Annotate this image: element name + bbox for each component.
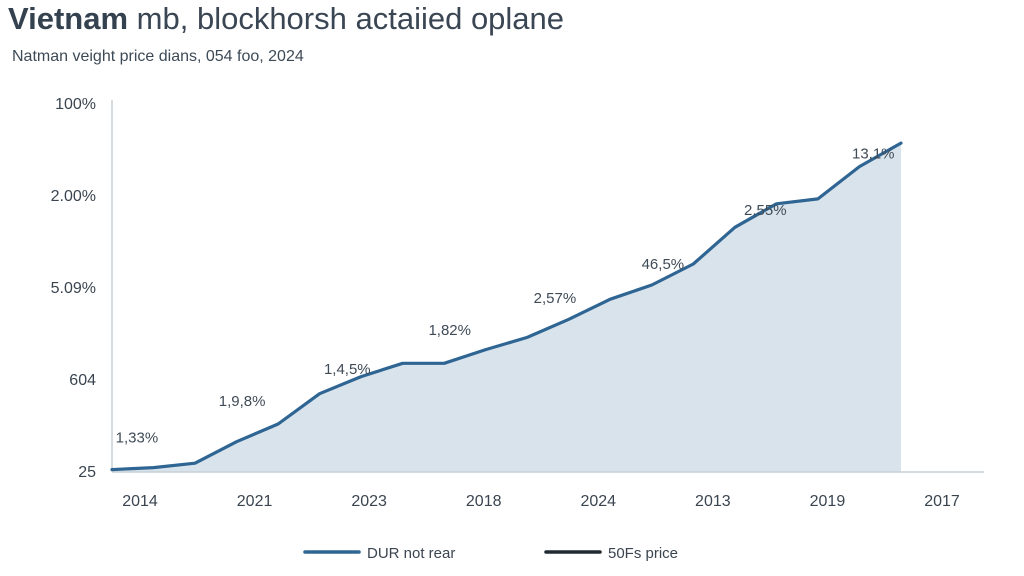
x-tick-label: 2013 (695, 493, 731, 510)
y-tick-label: 2.00% (51, 188, 96, 205)
x-tick-label: 2017 (924, 493, 960, 510)
chart-title: Vietnam mb, blockhorsh actaiied oplane (8, 0, 564, 38)
data-label: 1,4,5% (324, 361, 371, 378)
x-tick-label: 2019 (810, 493, 846, 510)
x-tick-label: 2024 (580, 493, 616, 510)
chart-subtitle: Natman veight price dians, 054 foo, 2024 (12, 48, 304, 65)
chart-title-rest: mb, blockhorsh actaiied oplane (128, 1, 565, 36)
x-tick-label: 2014 (122, 493, 158, 510)
y-tick-label: 100% (55, 96, 96, 113)
data-label: 13,1% (852, 146, 895, 163)
series-line (110, 141, 903, 472)
legend-label: 50Fs price (608, 545, 678, 562)
data-label: 2,57% (534, 290, 577, 307)
area-fill (112, 143, 901, 472)
data-label: 1,33% (116, 430, 159, 447)
data-label: 1,82% (428, 322, 471, 339)
data-label: 2,55% (744, 202, 787, 219)
legend-label: DUR not rear (367, 545, 455, 562)
x-tick-label: 2023 (351, 493, 387, 510)
x-tick-label: 2021 (237, 493, 273, 510)
x-tick-label: 2018 (466, 493, 502, 510)
y-tick-label: 604 (69, 372, 96, 389)
y-tick-label: 5.09% (51, 280, 96, 297)
data-label: 1,9,8% (219, 393, 266, 410)
y-tick-label: 25 (78, 464, 96, 481)
chart-title-bold: Vietnam (8, 1, 129, 36)
data-label: 46,5% (642, 256, 685, 273)
